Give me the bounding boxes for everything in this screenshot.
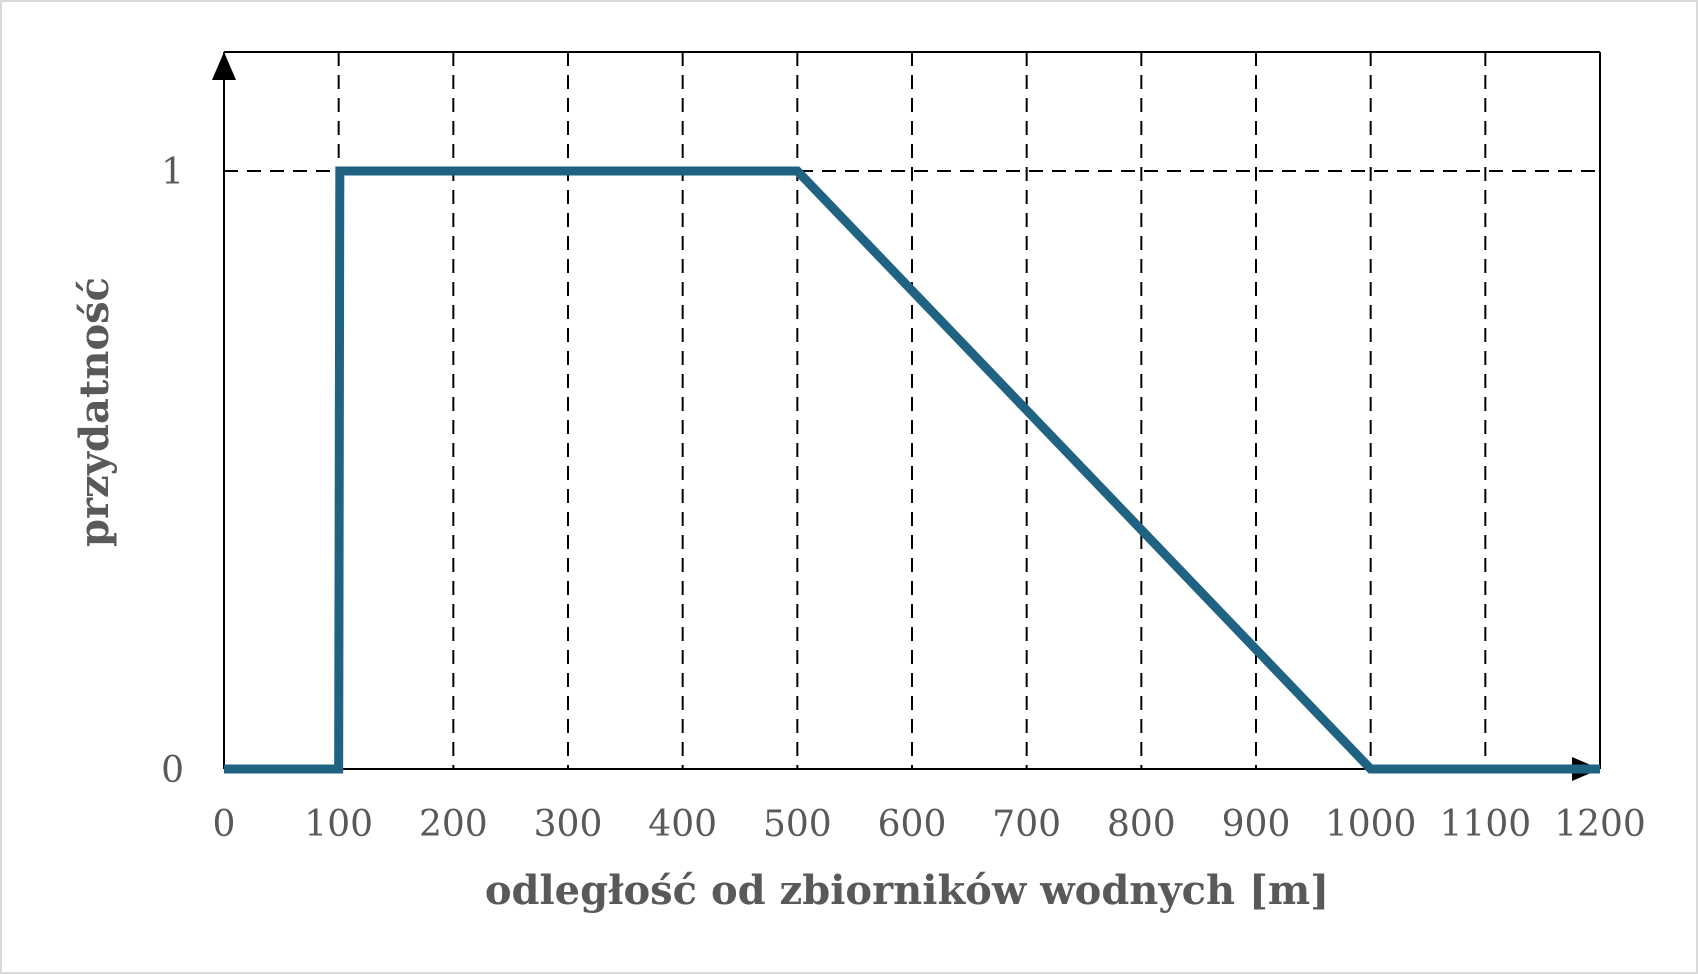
y-tick-labels: 01 [161,152,184,791]
series-line-0 [224,166,1600,774]
grid-lines [224,52,1600,769]
y-tick-label: 1 [161,152,184,193]
x-tick-label: 500 [763,804,832,845]
x-tick-label: 100 [304,804,373,845]
axes [212,51,1601,781]
x-tick-label: 300 [534,804,603,845]
y-axis-title: przydatność [71,277,118,547]
x-axis-title: odległość od zbiorników wodnych [m] [485,867,1329,914]
x-tick-label: 200 [419,804,488,845]
x-tick-label: 1100 [1440,804,1532,845]
series-group [224,166,1600,774]
x-tick-label: 800 [1107,804,1176,845]
x-tick-label: 400 [648,804,717,845]
x-tick-label: 0 [213,804,236,845]
y-axis-arrow-icon [212,52,236,80]
x-tick-label: 700 [992,804,1061,845]
y-tick-label: 0 [161,750,184,791]
x-tick-labels: 0 100 200 300 400 500 600 700 800 900 1000 1100 1200 [213,804,1646,845]
x-tick-label: 1000 [1325,804,1417,845]
x-tick-label: 900 [1222,804,1291,845]
x-tick-label: 600 [878,804,947,845]
x-tick-label: 1200 [1554,804,1646,845]
